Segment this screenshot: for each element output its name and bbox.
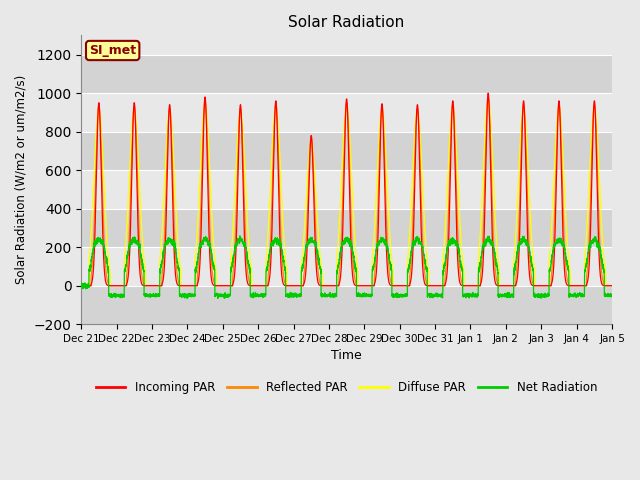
Title: Solar Radiation: Solar Radiation <box>289 15 404 30</box>
Text: SI_met: SI_met <box>89 44 136 57</box>
X-axis label: Time: Time <box>332 349 362 362</box>
Y-axis label: Solar Radiation (W/m2 or um/m2/s): Solar Radiation (W/m2 or um/m2/s) <box>15 75 28 284</box>
Bar <box>81 132 612 170</box>
Bar <box>81 55 612 93</box>
Bar <box>81 286 612 324</box>
Legend: Incoming PAR, Reflected PAR, Diffuse PAR, Net Radiation: Incoming PAR, Reflected PAR, Diffuse PAR… <box>91 377 602 399</box>
Bar <box>81 209 612 247</box>
